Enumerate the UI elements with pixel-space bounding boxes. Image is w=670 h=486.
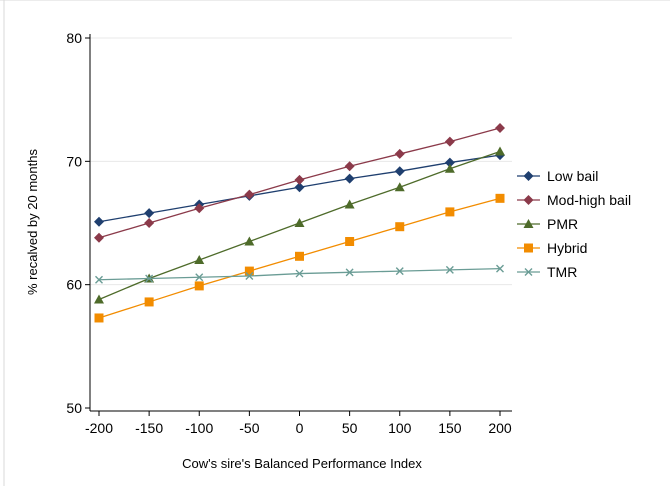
ticks-layer: 50 60 70 80 -200 -150 -100 -50 0 50 100 150 200 xyxy=(66,30,511,436)
data-point-mod-high-bail-2 xyxy=(194,203,205,214)
legend-marker-hybrid xyxy=(524,243,533,253)
x-tick-label-100: 100 xyxy=(388,420,412,436)
legend-marker-mod-high-bail xyxy=(523,195,534,205)
data-point-low-bail-4 xyxy=(294,182,305,193)
legend: Low bail Mod-high bail PMR Hybrid TMR xyxy=(517,168,631,280)
data-point-tmr-3 xyxy=(245,272,254,281)
data-point-mod-high-bail-8 xyxy=(495,123,505,134)
legend-label-mod-high-bail: Mod-high bail xyxy=(547,192,631,208)
legend-item-pmr: PMR xyxy=(517,216,578,232)
legend-label-low-bail: Low bail xyxy=(547,168,598,184)
data-point-mod-high-bail-3 xyxy=(244,189,255,200)
data-point-mod-high-bail-4 xyxy=(294,174,305,185)
data-point-mod-high-bail-7 xyxy=(444,136,455,147)
series-hybrid xyxy=(94,193,505,323)
legend-item-low-bail: Low bail xyxy=(517,168,598,184)
data-point-tmr-7 xyxy=(445,265,454,274)
data-point-pmr-8 xyxy=(495,146,505,156)
legend-item-tmr: TMR xyxy=(517,264,577,280)
y-tick-label-70: 70 xyxy=(66,153,82,169)
series-mod-high-bail xyxy=(94,123,505,243)
y-tick-label-60: 60 xyxy=(66,277,82,293)
data-point-mod-high-bail-1 xyxy=(144,218,155,228)
series-tmr xyxy=(95,264,504,284)
data-point-mod-high-bail-0 xyxy=(94,232,104,243)
data-point-low-bail-1 xyxy=(144,208,155,219)
grid-layer xyxy=(90,37,512,286)
axes-layer xyxy=(89,34,512,412)
data-point-hybrid-6 xyxy=(395,222,405,232)
data-point-hybrid-3 xyxy=(244,266,254,276)
data-point-hybrid-5 xyxy=(345,237,355,246)
x-axis-title: Cow's sire's Balanced Performance Index xyxy=(182,456,422,471)
legend-marker-low-bail xyxy=(523,171,534,181)
data-point-hybrid-8 xyxy=(495,193,505,203)
data-point-low-bail-6 xyxy=(394,166,405,177)
legend-label-tmr: TMR xyxy=(547,264,577,280)
data-point-pmr-0 xyxy=(94,294,104,304)
data-point-hybrid-7 xyxy=(445,207,455,217)
x-tick-label-0: 0 xyxy=(296,420,304,436)
legend-marker-pmr xyxy=(523,219,534,228)
x-tick-label-200: 200 xyxy=(488,420,512,436)
y-tick-label-50: 50 xyxy=(66,400,82,416)
x-tick-label-50: 50 xyxy=(342,420,358,436)
x-tick-label-150: 150 xyxy=(438,420,462,436)
data-point-mod-high-bail-5 xyxy=(344,161,355,172)
data-point-hybrid-2 xyxy=(194,281,204,291)
data-point-low-bail-7 xyxy=(444,157,455,168)
data-point-hybrid-1 xyxy=(144,297,154,307)
data-point-tmr-8 xyxy=(496,264,504,273)
data-point-pmr-4 xyxy=(294,218,305,227)
data-point-pmr-3 xyxy=(244,236,255,246)
data-point-tmr-2 xyxy=(195,273,204,282)
data-point-pmr-7 xyxy=(444,163,455,173)
data-point-tmr-1 xyxy=(145,274,154,283)
data-point-tmr-5 xyxy=(345,268,354,277)
data-point-mod-high-bail-6 xyxy=(394,148,405,159)
legend-item-mod-high-bail: Mod-high bail xyxy=(517,192,631,208)
data-point-pmr-2 xyxy=(194,255,205,264)
data-point-tmr-4 xyxy=(295,269,304,278)
data-point-tmr-0 xyxy=(95,275,103,284)
x-tick-label-50: -50 xyxy=(239,420,259,436)
data-point-hybrid-4 xyxy=(295,251,304,261)
series-layer xyxy=(94,123,505,323)
y-axis-title: % recalved by 20 months xyxy=(25,149,40,295)
data-point-pmr-6 xyxy=(394,182,405,192)
data-point-tmr-6 xyxy=(395,267,404,276)
legend-item-hybrid: Hybrid xyxy=(517,240,587,256)
legend-marker-tmr xyxy=(524,268,533,276)
data-point-low-bail-5 xyxy=(344,173,355,184)
x-tick-label-200: -200 xyxy=(85,420,113,436)
series-pmr xyxy=(94,146,505,304)
legend-label-pmr: PMR xyxy=(547,216,578,232)
x-tick-label-100: -100 xyxy=(185,420,213,436)
data-point-pmr-5 xyxy=(344,199,355,209)
data-point-hybrid-0 xyxy=(94,313,104,323)
legend-label-hybrid: Hybrid xyxy=(547,240,587,256)
x-tick-label-150: -150 xyxy=(135,420,163,436)
data-point-low-bail-0 xyxy=(94,216,104,227)
y-tick-label-80: 80 xyxy=(66,30,82,46)
